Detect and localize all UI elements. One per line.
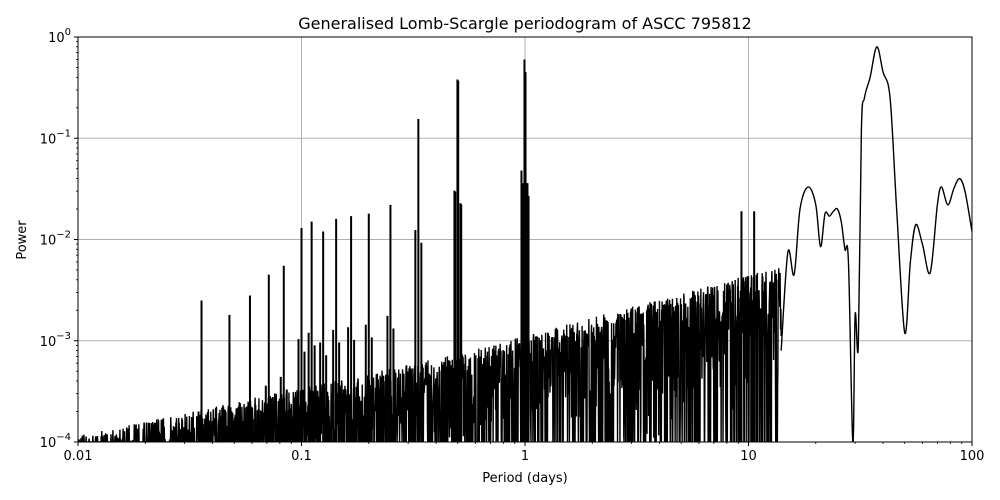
x-axis-label: Period (days) [482, 471, 568, 486]
x-tick-label: 0.1 [291, 449, 312, 464]
data-series [78, 46, 972, 442]
x-tick-label: 1 [521, 449, 529, 464]
x-axis-ticks: 0.01 0.1 1 10 100 [64, 442, 985, 464]
y-tick-label: 10−4 [40, 432, 71, 451]
y-tick-label: 10−3 [40, 331, 71, 350]
x-tick-label: 10 [740, 449, 757, 464]
y-tick-label: 100 [48, 27, 71, 46]
x-tick-label: 0.01 [64, 449, 93, 464]
y-tick-label: 10−2 [40, 230, 71, 249]
y-tick-label: 10−1 [40, 128, 71, 147]
chart-title: Generalised Lomb-Scargle periodogram of … [298, 14, 752, 33]
y-axis-label: Power [15, 220, 30, 260]
y-axis-ticks: 100 10−1 10−2 10−3 10−4 [40, 27, 78, 451]
x-tick-label: 100 [960, 449, 985, 464]
